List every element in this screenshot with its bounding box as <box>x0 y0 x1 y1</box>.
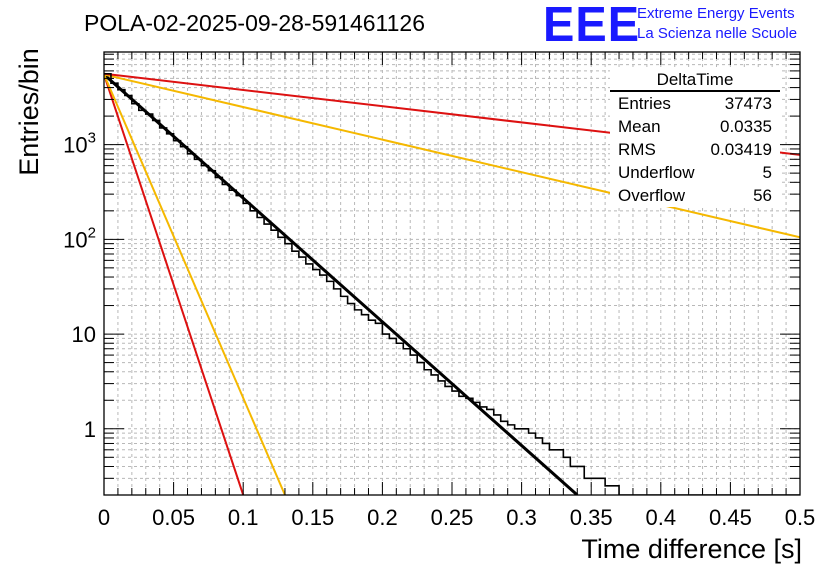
y-tick-label: 10 <box>72 322 96 347</box>
series-line-fit <box>104 73 579 495</box>
histogram-bars <box>104 72 800 495</box>
stats-value: 0.03419 <box>710 140 772 159</box>
stats-label: Overflow <box>618 186 686 205</box>
series-line-orange-shallow <box>104 73 800 239</box>
stats-label: RMS <box>618 140 656 159</box>
stats-row-underflow: Underflow 5 <box>610 161 780 184</box>
x-tick-label: 0.1 <box>228 505 259 530</box>
stats-box: DeltaTime Entries 37473 Mean 0.0335 RMS … <box>610 70 780 207</box>
stats-row-rms: RMS 0.03419 <box>610 138 780 161</box>
x-tick-label: 0.05 <box>152 505 195 530</box>
stats-row-entries: Entries 37473 <box>610 92 780 115</box>
y-axis-label: Entries/bin <box>14 48 44 176</box>
stats-value: 0.0335 <box>720 117 772 136</box>
logo-line-2: La Scienza nelle Scuole <box>637 25 798 42</box>
stats-value: 37473 <box>724 94 772 113</box>
y-tick-label: 103 <box>63 130 96 158</box>
stats-value: 5 <box>762 163 772 182</box>
y-tick-label: 102 <box>63 224 96 252</box>
series-line-orange-steep <box>104 74 286 495</box>
x-axis-label: Time difference [s] <box>581 534 802 564</box>
x-tick-label: 0.4 <box>646 505 677 530</box>
x-tick-label: 0 <box>98 505 110 530</box>
x-tick-label: 0.2 <box>367 505 398 530</box>
stats-label: Entries <box>618 94 671 113</box>
x-tick-label: 0.5 <box>785 505 816 530</box>
logo-line-1: Extreme Energy Events <box>637 5 795 22</box>
stats-label: Underflow <box>618 163 695 182</box>
stats-title: DeltaTime <box>610 70 780 92</box>
stats-label: Mean <box>618 117 661 136</box>
chart-title: POLA-02-2025-09-28-591461126 <box>84 10 425 36</box>
x-tick-label: 0.35 <box>570 505 613 530</box>
x-tick-label: 0.45 <box>709 505 752 530</box>
stats-row-mean: Mean 0.0335 <box>610 115 780 138</box>
x-tick-label: 0.15 <box>291 505 334 530</box>
x-tick-label: 0.25 <box>431 505 474 530</box>
series-line-red-steep <box>104 74 245 495</box>
stats-row-overflow: Overflow 56 <box>610 184 780 207</box>
x-tick-label: 0.3 <box>506 505 537 530</box>
stats-value: 56 <box>753 186 772 205</box>
y-tick-label: 1 <box>84 417 96 442</box>
eee-logo: EEE <box>543 0 641 52</box>
